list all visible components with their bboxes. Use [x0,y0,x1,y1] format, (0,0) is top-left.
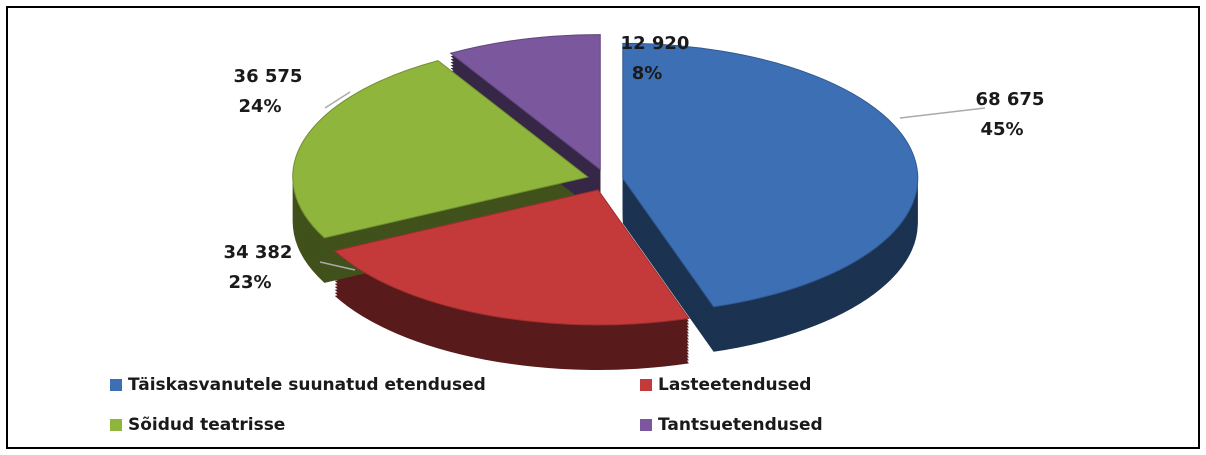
percent-label: 45% [980,119,1023,140]
legend-marker [640,419,652,431]
slice [449,34,601,171]
value-label: 68 675 [976,89,1045,110]
percent-label: 23% [228,272,271,293]
leader-line [899,107,986,119]
legend-marker [110,379,122,391]
legend-marker [640,379,652,391]
pie [292,34,919,370]
legend-label: Lasteetendused [658,375,811,395]
leader-line [324,91,351,109]
slice [292,60,589,239]
slice [333,189,690,326]
slice [622,42,919,308]
value-label: 36 575 [234,66,303,87]
value-label: 34 382 [224,242,293,263]
legend-label: Sõidud teatrisse [128,415,285,435]
percent-label: 24% [238,96,281,117]
labels: 68 675 45% 34 382 23% 36 575 24% 12 920 8% [224,33,1045,293]
value-label: 12 920 [621,33,690,54]
legend-label: Täiskasvanutele suunatud etendused [128,375,486,395]
percent-label: 8% [632,63,663,84]
leader-line [319,261,356,271]
legend-label: Tantsuetendused [658,415,823,435]
legend-marker [110,419,122,431]
